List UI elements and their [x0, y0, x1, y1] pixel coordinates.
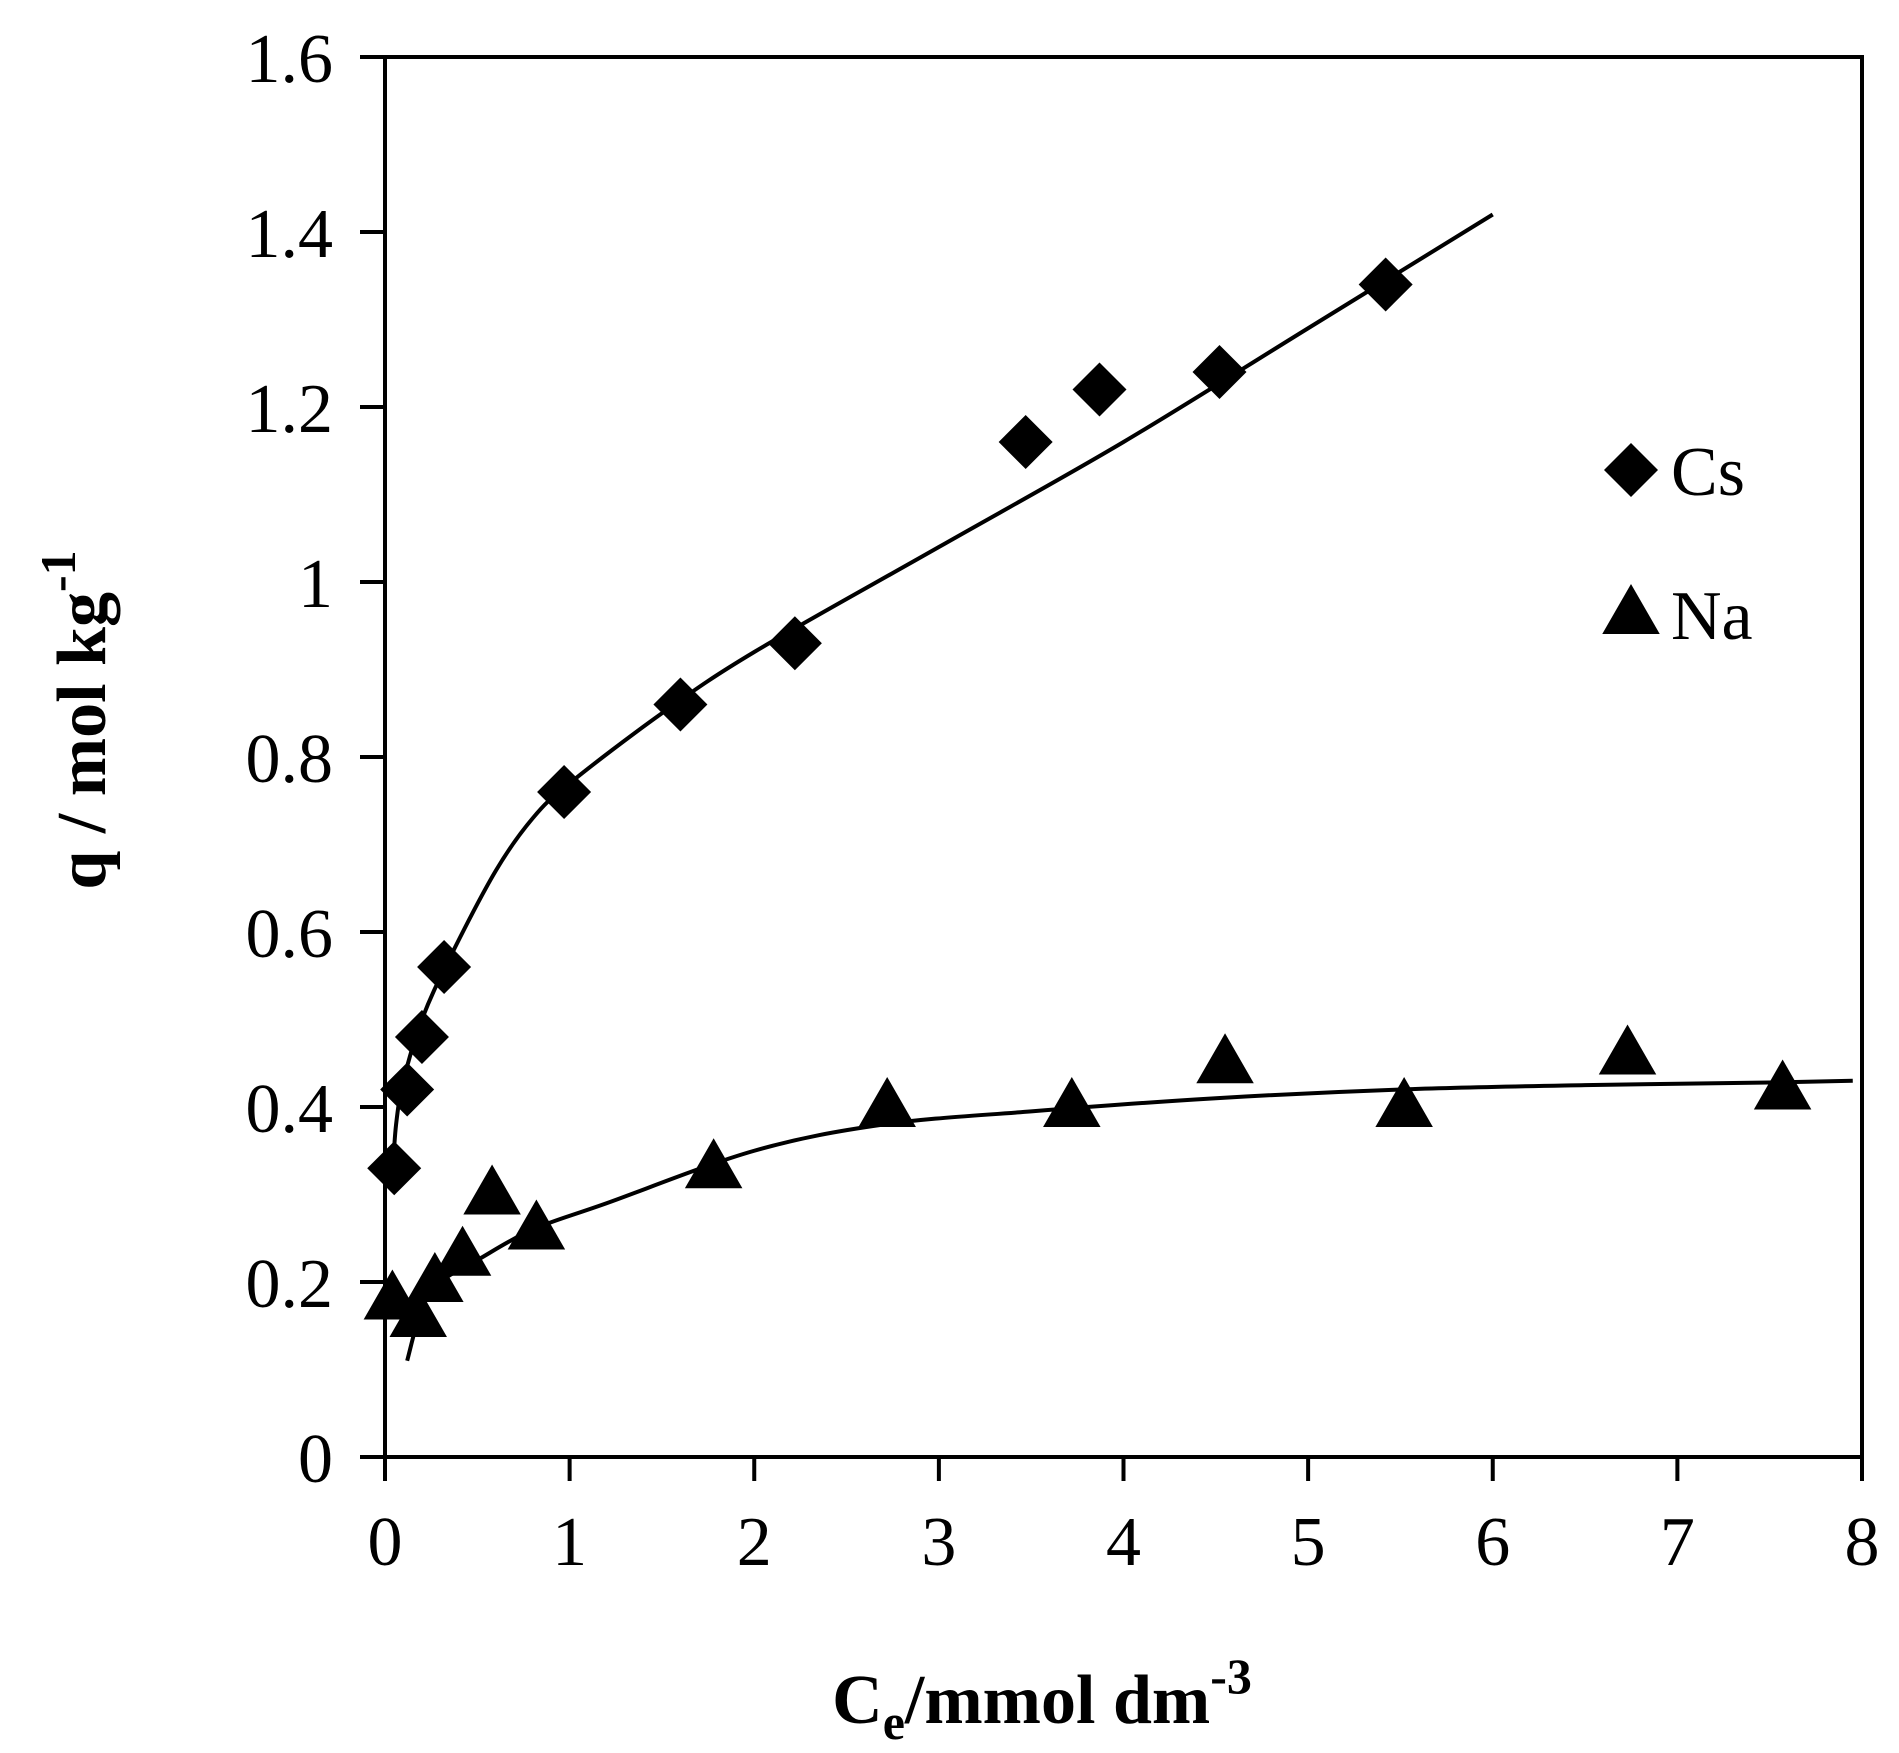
legend: Cs Na	[1602, 434, 1753, 655]
data-point-cs	[380, 1062, 435, 1117]
data-point-na	[507, 1199, 566, 1250]
y-tick-label: 1.6	[246, 21, 334, 98]
data-point-na	[858, 1077, 916, 1127]
axes	[383, 55, 1864, 1459]
x-tick-label: 0	[368, 1504, 403, 1581]
legend-marker-cs	[1604, 443, 1658, 497]
legend-marker-na	[1602, 584, 1660, 634]
data-point-cs	[1072, 362, 1127, 417]
y-tick-label: 1.2	[246, 371, 334, 448]
y-tick-label: 1	[298, 546, 333, 623]
y-tick-label: 0	[298, 1421, 333, 1498]
y-axis-ticks: 0 0.2 0.4 0.6 0.8 1 1.2 1.4 1.6	[246, 21, 385, 1498]
x-tick-label: 2	[737, 1504, 772, 1581]
plot-frame	[383, 55, 1864, 1459]
y-tick-label: 0.4	[246, 1071, 334, 1148]
x-tick-label: 5	[1291, 1504, 1326, 1581]
data-point-cs	[367, 1141, 422, 1196]
data-point-na	[389, 1287, 447, 1337]
data-point-cs	[394, 1010, 449, 1064]
data-point-cs	[767, 616, 822, 671]
data-point-na	[1753, 1059, 1812, 1110]
y-tick-label: 1.4	[246, 196, 334, 273]
data-point-na	[1375, 1077, 1433, 1127]
data-markers	[363, 257, 1812, 1337]
y-tick-label: 0.2	[246, 1246, 334, 1323]
x-axis-title: Ce/mmol dm-3	[832, 1648, 1252, 1750]
data-point-cs	[998, 415, 1053, 469]
data-point-na	[1598, 1024, 1657, 1075]
fit-curve-cs	[390, 212, 1494, 1178]
x-axis-ticks: 0 1 2 3 4 5 6 7 8	[368, 1457, 1880, 1581]
legend-label-na: Na	[1671, 578, 1753, 655]
data-point-na	[684, 1138, 743, 1189]
data-point-cs	[1358, 257, 1413, 312]
x-tick-label: 1	[552, 1504, 587, 1581]
y-axis-title: q / mol kg-1	[30, 550, 121, 889]
fit-curve-na	[405, 1078, 1853, 1362]
data-point-cs	[653, 677, 708, 732]
data-point-na	[406, 1252, 464, 1302]
data-point-na	[463, 1164, 521, 1215]
x-tick-label: 4	[1106, 1504, 1141, 1581]
legend-label-cs: Cs	[1671, 434, 1745, 511]
x-tick-label: 7	[1660, 1504, 1695, 1581]
data-point-cs	[1192, 345, 1247, 399]
data-point-cs	[417, 940, 472, 994]
y-tick-label: 0.8	[246, 721, 334, 798]
data-point-na	[1043, 1077, 1101, 1127]
x-tick-label: 6	[1475, 1504, 1510, 1581]
data-point-cs	[537, 765, 592, 819]
data-point-na	[433, 1225, 492, 1276]
y-tick-label: 0.6	[246, 896, 334, 973]
data-point-na	[1196, 1033, 1254, 1084]
x-tick-label: 8	[1845, 1504, 1880, 1581]
x-tick-label: 3	[921, 1504, 956, 1581]
